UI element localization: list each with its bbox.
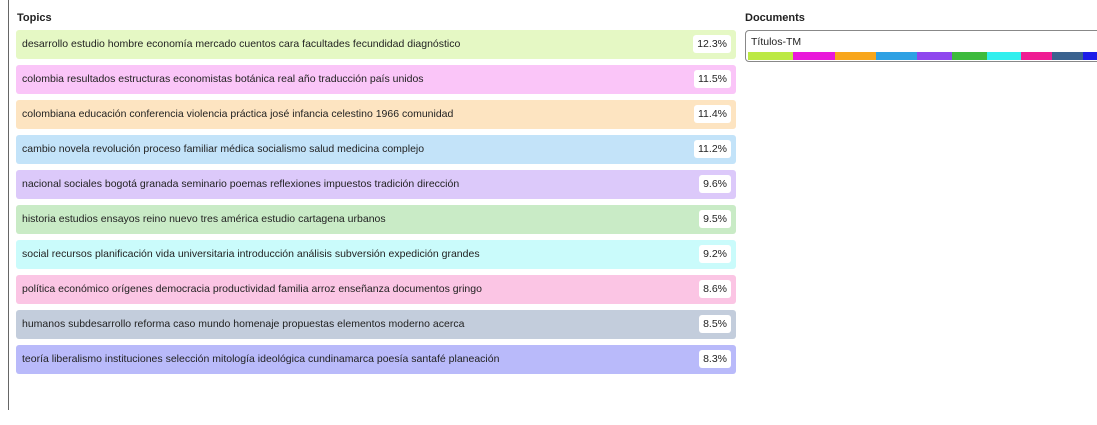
topic-row[interactable]: nacional sociales bogotá granada seminar… — [16, 170, 736, 199]
document-name: Títulos-TM — [751, 36, 802, 48]
topic-segment — [1083, 52, 1097, 60]
topic-segment — [917, 52, 953, 60]
topic-segment — [834, 52, 877, 60]
topic-words: social recursos planificación vida unive… — [22, 248, 480, 260]
topic-share: 11.5% — [694, 70, 731, 88]
topic-row[interactable]: historia estudios ensayos reino nuevo tr… — [16, 205, 736, 234]
topics-title: Topics — [17, 12, 52, 24]
topic-row[interactable]: teoría liberalismo instituciones selecci… — [16, 345, 736, 374]
topic-segment — [876, 52, 918, 60]
topic-segment — [1052, 52, 1084, 60]
topic-words: política económico orígenes democracia p… — [22, 283, 482, 295]
topic-share: 11.2% — [694, 140, 731, 158]
topic-row[interactable]: colombiana educación conferencia violenc… — [16, 100, 736, 129]
topic-row[interactable]: desarrollo estudio hombre economía merca… — [16, 30, 736, 59]
topic-words: cambio novela revolución proceso familia… — [22, 143, 425, 155]
topic-segment — [987, 52, 1021, 60]
topic-segment — [748, 52, 793, 60]
topic-words: humanos subdesarrollo reforma caso mundo… — [22, 318, 465, 330]
topic-bar — [748, 52, 1097, 60]
topic-share: 11.4% — [694, 105, 731, 123]
topic-segment — [1020, 52, 1052, 60]
topic-words: desarrollo estudio hombre economía merca… — [22, 38, 461, 50]
topic-segment — [952, 52, 988, 60]
topic-row[interactable]: colombia resultados estructuras economis… — [16, 65, 736, 94]
topic-words: colombiana educación conferencia violenc… — [22, 108, 454, 120]
topic-words: historia estudios ensayos reino nuevo tr… — [22, 213, 386, 225]
topic-share: 12.3% — [693, 35, 731, 53]
document-card[interactable]: Títulos-TM — [745, 30, 1097, 62]
topic-share: 9.2% — [699, 245, 731, 263]
topic-words: teoría liberalismo instituciones selecci… — [22, 353, 500, 365]
topic-row[interactable]: cambio novela revolución proceso familia… — [16, 135, 736, 164]
topic-segment — [792, 52, 835, 60]
documents-title: Documents — [745, 12, 805, 24]
topic-share: 8.3% — [699, 350, 731, 368]
topic-list: desarrollo estudio hombre economía merca… — [16, 30, 736, 380]
topic-words: colombia resultados estructuras economis… — [22, 73, 424, 85]
topic-row[interactable]: política económico orígenes democracia p… — [16, 275, 736, 304]
divider — [8, 0, 9, 410]
topic-share: 9.5% — [699, 210, 731, 228]
topic-words: nacional sociales bogotá granada seminar… — [22, 178, 460, 190]
topic-row[interactable]: humanos subdesarrollo reforma caso mundo… — [16, 310, 736, 339]
topic-share: 8.5% — [699, 315, 731, 333]
topic-share: 9.6% — [699, 175, 731, 193]
topic-share: 8.6% — [699, 280, 731, 298]
topic-row[interactable]: social recursos planificación vida unive… — [16, 240, 736, 269]
